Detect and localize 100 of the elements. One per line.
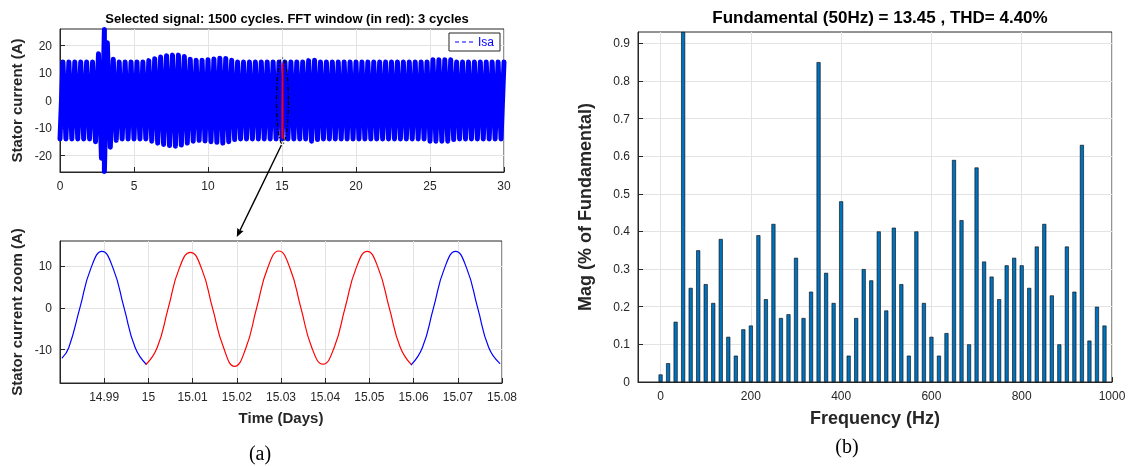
bar	[733, 355, 738, 382]
y-tick-label: 0	[623, 375, 631, 389]
bar	[974, 167, 979, 382]
y-tick-label: -20	[34, 148, 53, 163]
bar	[1012, 257, 1017, 382]
y-tick-label: 0.6	[613, 149, 631, 164]
x-tick-label: 5	[130, 179, 138, 193]
bar	[921, 302, 926, 382]
bar	[756, 235, 761, 382]
bar	[794, 257, 798, 382]
x-tick-label: 15.05	[354, 390, 385, 404]
bar	[801, 318, 806, 382]
bar	[666, 363, 671, 382]
bar	[1072, 291, 1077, 382]
bar	[786, 314, 791, 382]
bar	[914, 231, 919, 382]
x-axis-title: Frequency (Hz)	[809, 408, 941, 428]
bar	[861, 269, 866, 382]
bar	[997, 299, 1002, 382]
chart-title: Selected signal: 1500 cycles. FFT window (in red): 3 cycles	[105, 11, 469, 26]
bar	[982, 261, 987, 382]
bar	[899, 284, 904, 382]
y-axis-title: Mag (% of Fundamental)	[575, 103, 595, 311]
x-tick-label: 400	[831, 389, 852, 403]
bar	[1087, 340, 1092, 382]
x-tick-label: 15.06	[398, 390, 429, 404]
text: (a)	[248, 442, 272, 465]
x-tick-label: 800	[1011, 389, 1033, 403]
y-tick-label: 0.9	[613, 36, 631, 51]
bar	[967, 344, 972, 382]
bar	[989, 276, 994, 382]
bar	[763, 299, 768, 382]
bar	[831, 302, 836, 382]
bar	[1057, 344, 1062, 382]
legend-label: Isa	[477, 35, 495, 49]
bar	[681, 31, 686, 382]
bar	[869, 280, 874, 382]
bar	[1027, 287, 1032, 382]
x-tick-label: 1000	[1098, 389, 1126, 403]
y-tick-label: 10	[38, 66, 53, 80]
bar	[839, 201, 844, 382]
x-tick-label: 15.03	[265, 390, 297, 404]
x-tick-label: 15.04	[310, 390, 341, 404]
bar	[1042, 223, 1047, 382]
y-tick-label: 10	[38, 259, 53, 274]
x-tick-label: 15	[141, 390, 156, 404]
x-tick-label: 600	[921, 389, 942, 403]
bar	[771, 223, 776, 382]
bar	[726, 336, 731, 382]
bar	[1064, 246, 1069, 382]
y-tick-label: 0.5	[613, 186, 631, 201]
y-tick-label: 0	[45, 93, 53, 108]
bar	[876, 231, 881, 382]
y-tick-label: 0.2	[613, 299, 631, 314]
line-series	[145, 250, 412, 367]
x-tick-label: 25	[423, 179, 437, 193]
bar	[703, 284, 708, 382]
chart-title: Fundamental (50Hz) = 13.45 , THD= 4.40%	[712, 8, 1048, 27]
bar	[884, 310, 889, 382]
y-axis-title: Stator current (A)	[7, 38, 25, 163]
y-tick-label: 0.7	[613, 111, 631, 126]
x-axis-title: Time (Days)	[238, 409, 324, 426]
y-axis-title: Stator current zoom (A)	[7, 228, 25, 396]
bar	[688, 287, 693, 382]
x-tick-label: 15.01	[177, 390, 208, 404]
bar	[696, 250, 701, 382]
bar	[1034, 246, 1039, 382]
line-series	[281, 62, 284, 140]
line-series	[61, 250, 147, 365]
bar	[1004, 265, 1009, 382]
bar	[673, 321, 678, 382]
y-tick-label: -10	[34, 121, 53, 135]
bar	[952, 159, 956, 382]
bar	[936, 355, 941, 382]
x-tick-label: 15	[275, 179, 289, 193]
bar	[778, 318, 783, 382]
y-tick-label: 20	[38, 38, 53, 53]
y-tick-label: 0.3	[613, 262, 631, 277]
bar	[718, 238, 723, 382]
y-tick-label: 0	[45, 300, 53, 315]
x-tick-label: 15.02	[221, 390, 253, 404]
bar	[1019, 265, 1024, 382]
y-tick-label: 0.4	[613, 224, 631, 239]
bar	[1102, 325, 1107, 382]
bar	[944, 333, 949, 382]
bar	[846, 355, 851, 382]
bar	[854, 318, 859, 382]
text: (b)	[835, 435, 859, 458]
x-tick-label: 15.08	[486, 390, 518, 404]
bar	[891, 227, 896, 382]
y-tick-label: -10	[34, 342, 53, 357]
line-series	[410, 250, 501, 366]
x-tick-label: 0	[657, 389, 665, 403]
bar	[824, 272, 829, 382]
bar	[816, 62, 821, 382]
bar	[906, 355, 911, 382]
bar	[959, 220, 964, 382]
x-tick-label: 0	[56, 179, 64, 193]
y-tick-label: 0.1	[613, 337, 631, 352]
bar	[929, 336, 934, 382]
